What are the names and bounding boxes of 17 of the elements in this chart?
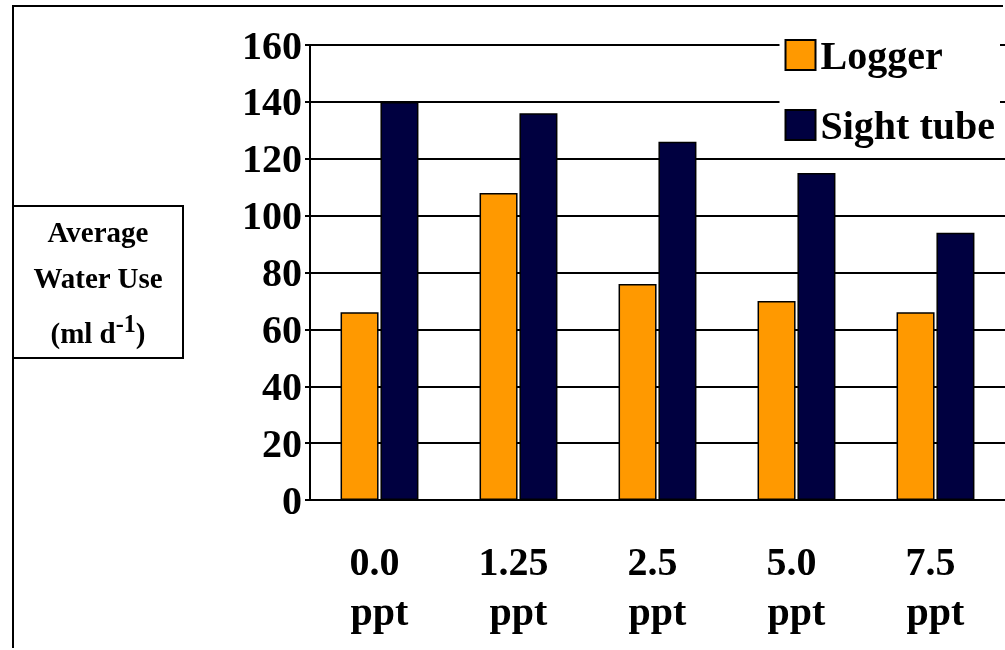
- x-tick-label: 7.5 ppt: [905, 538, 966, 634]
- x-tick-label: 5.0 ppt: [766, 538, 827, 634]
- y-tick-label: 120: [242, 136, 302, 182]
- y-tick-label: 100: [242, 193, 302, 239]
- x-tick-label: 0.0 ppt: [349, 538, 410, 634]
- legend-label: Sight tube: [820, 102, 996, 148]
- y-tick-label: 60: [262, 306, 302, 352]
- legend-label: Logger: [820, 32, 943, 78]
- y-axis-title: Average Water Use (ml d$^{-1}$): [14, 208, 182, 356]
- x-tick-label: 2.5 ppt: [627, 538, 688, 634]
- y-tick-label: 80: [262, 250, 302, 295]
- y-tick-label: 20: [262, 420, 302, 466]
- y-tick-label: 40: [262, 363, 302, 409]
- y-tick-label: 160: [242, 22, 302, 68]
- x-tick-label: 1.25 ppt: [478, 538, 559, 634]
- y-tick-label: 140: [242, 79, 302, 125]
- y-tick-label: 0: [282, 477, 302, 523]
